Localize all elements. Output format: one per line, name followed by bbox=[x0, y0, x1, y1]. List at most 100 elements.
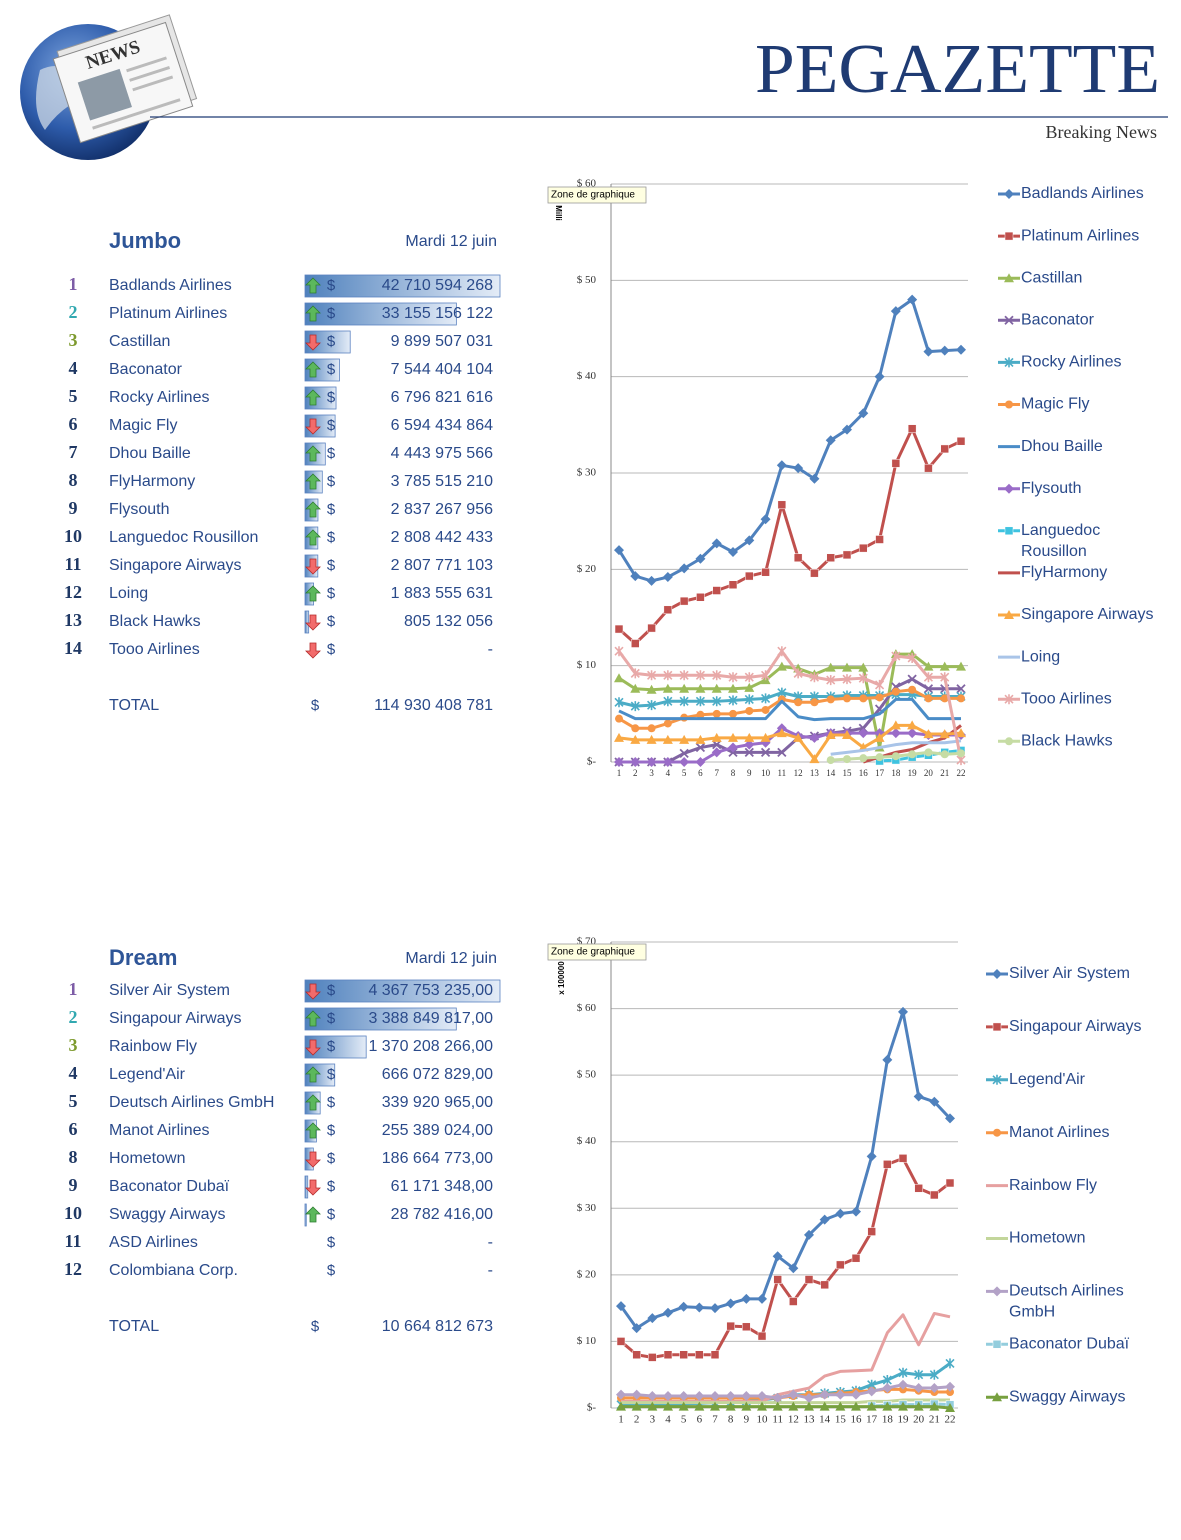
amount: 4 367 753 235,00 bbox=[368, 982, 493, 999]
marker bbox=[809, 754, 820, 764]
marker bbox=[883, 1160, 892, 1169]
marker bbox=[875, 535, 884, 544]
marker bbox=[891, 459, 901, 468]
marker bbox=[907, 674, 917, 684]
x-tick-label: 5 bbox=[681, 1414, 687, 1426]
marker bbox=[776, 460, 787, 471]
airline-name: Rocky Airlines bbox=[109, 389, 209, 406]
x-tick-label: 22 bbox=[957, 768, 966, 778]
marker bbox=[956, 661, 966, 671]
marker bbox=[711, 747, 722, 758]
masthead-title: PEGAZETTE bbox=[755, 31, 1160, 108]
marker bbox=[890, 728, 901, 739]
marker bbox=[742, 1322, 751, 1332]
airline-name: ASD Airlines bbox=[109, 1234, 198, 1251]
trend-up bbox=[305, 1010, 321, 1027]
chart-tooltip: Zone de graphique bbox=[551, 947, 635, 958]
marker bbox=[898, 1401, 908, 1411]
x-tick-label: 18 bbox=[882, 1414, 894, 1426]
x-tick-label: 13 bbox=[804, 1414, 816, 1426]
airline-name: Tooo Airlines bbox=[109, 641, 200, 658]
rank: 3 bbox=[69, 1035, 78, 1055]
marker bbox=[757, 1401, 767, 1411]
amount-bar bbox=[304, 1203, 307, 1227]
marker bbox=[647, 1401, 658, 1411]
currency: $ bbox=[311, 697, 320, 714]
marker bbox=[858, 673, 868, 684]
marker bbox=[757, 1293, 767, 1304]
marker bbox=[712, 670, 722, 681]
marker bbox=[907, 728, 918, 739]
marker bbox=[825, 662, 836, 672]
amount: 28 782 416,00 bbox=[391, 1206, 493, 1223]
legend-label: Languedoc Rousillon bbox=[1021, 522, 1105, 560]
marker bbox=[851, 1206, 861, 1217]
x-tick-label: 19 bbox=[908, 768, 918, 778]
legend-label: Rocky Airlines bbox=[1021, 354, 1121, 371]
marker bbox=[711, 538, 722, 549]
marker bbox=[679, 748, 689, 758]
airline-name: Platinum Airlines bbox=[109, 305, 227, 322]
marker bbox=[793, 668, 803, 679]
marker bbox=[945, 1113, 955, 1124]
trend-up bbox=[305, 1206, 321, 1223]
marker bbox=[679, 670, 689, 681]
currency: $ bbox=[327, 473, 336, 490]
marker bbox=[843, 755, 851, 764]
y-tick-label: $ 60 bbox=[577, 1002, 597, 1014]
marker bbox=[744, 672, 754, 683]
marker bbox=[924, 748, 933, 757]
marker bbox=[956, 684, 966, 694]
amount: - bbox=[488, 641, 493, 658]
marker bbox=[788, 1401, 799, 1411]
section-date: Mardi 12 juin bbox=[405, 233, 497, 250]
marker bbox=[956, 728, 966, 738]
marker bbox=[679, 683, 690, 693]
trend-up bbox=[305, 389, 321, 406]
airline-name: Deutsch Airlines GmbH bbox=[109, 1094, 274, 1111]
marker bbox=[793, 463, 804, 474]
marker bbox=[1004, 315, 1014, 325]
series-line bbox=[617, 298, 962, 583]
amount: 666 072 829,00 bbox=[382, 1066, 493, 1083]
ranking-table: Dream Mardi 12 juin 1 Silver Air System $4 3… bbox=[64, 945, 501, 1335]
marker bbox=[826, 553, 835, 563]
marker bbox=[694, 1302, 705, 1313]
rank: 6 bbox=[69, 1119, 78, 1139]
trend-down bbox=[305, 983, 321, 1000]
marker bbox=[711, 732, 722, 742]
newspaper-text bbox=[129, 65, 171, 82]
marker bbox=[940, 444, 949, 454]
marker bbox=[614, 732, 624, 742]
marker bbox=[957, 749, 965, 758]
currency: $ bbox=[327, 613, 336, 630]
marker bbox=[866, 1401, 877, 1411]
currency: $ bbox=[327, 445, 336, 462]
marker bbox=[679, 596, 689, 606]
marker bbox=[793, 732, 804, 742]
amount-bar bbox=[304, 979, 501, 1003]
marker bbox=[631, 724, 640, 733]
marker bbox=[776, 661, 787, 671]
marker bbox=[891, 687, 900, 696]
marker bbox=[908, 750, 917, 759]
marker bbox=[874, 371, 885, 382]
marker bbox=[804, 1229, 814, 1240]
total-label: TOTAL bbox=[109, 697, 159, 714]
marker bbox=[956, 344, 966, 355]
marker bbox=[662, 572, 673, 583]
marker bbox=[631, 1401, 642, 1411]
marker bbox=[835, 1401, 846, 1411]
trend-up bbox=[305, 305, 321, 322]
marker bbox=[924, 463, 933, 473]
y-tick-label: $ 30 bbox=[577, 1202, 597, 1214]
trend-down bbox=[305, 1151, 321, 1168]
marker bbox=[923, 672, 933, 683]
series-line bbox=[618, 691, 961, 708]
marker bbox=[647, 1313, 658, 1324]
legend-label: Dhou Baille bbox=[1021, 438, 1103, 455]
amount: 6 796 821 616 bbox=[391, 389, 493, 406]
amount: 3 388 849 817,00 bbox=[368, 1010, 493, 1027]
